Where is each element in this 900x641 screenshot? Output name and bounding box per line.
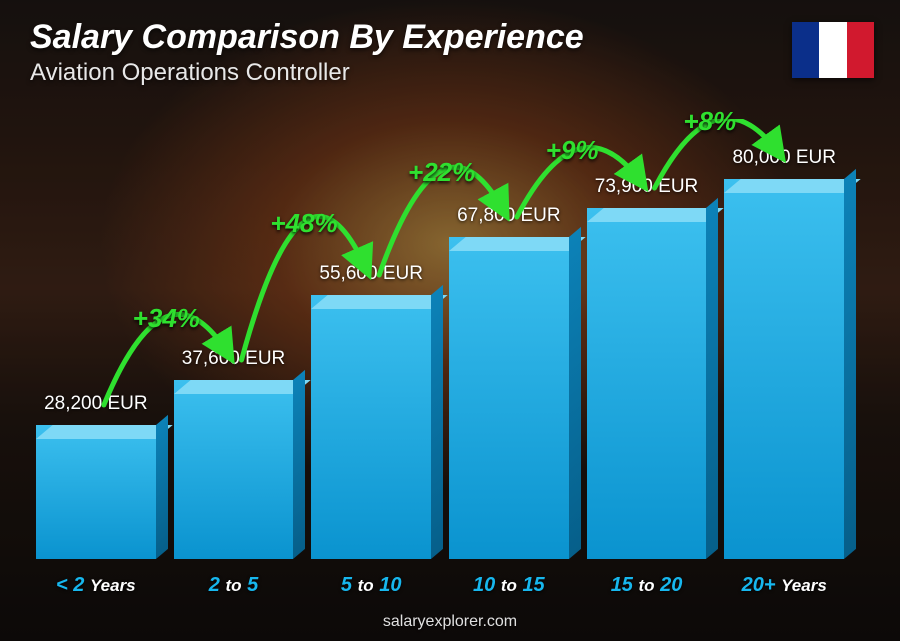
- bar-side-face: [706, 198, 718, 559]
- bar: [36, 425, 156, 559]
- bar-value-label: 28,200 EUR: [44, 393, 148, 415]
- bar-front-face: [724, 179, 844, 559]
- bar-side-face: [569, 227, 581, 559]
- x-axis: < 2 Years 2 to 5 5 to 10 10 to 15 15 to 20 20…: [30, 574, 850, 597]
- bar-value-label: 37,600 EUR: [182, 348, 286, 370]
- bar: [174, 380, 294, 559]
- title-main: Salary Comparison By Experience: [30, 18, 584, 57]
- bar-slot: 73,900 EUR: [587, 176, 707, 559]
- bar-value-label: 80,000 EUR: [732, 147, 836, 169]
- bar-top-face: [36, 425, 172, 439]
- bar-top-face: [449, 237, 585, 251]
- bar-slot: 37,600 EUR: [174, 348, 294, 559]
- bar: [724, 179, 844, 559]
- growth-pct-label: +48%: [270, 208, 337, 239]
- bar-slot: 80,000 EUR: [724, 147, 844, 559]
- bar-front-face: [174, 380, 294, 559]
- bar-value-label: 67,800 EUR: [457, 205, 561, 227]
- bar-value-label: 55,600 EUR: [319, 263, 423, 285]
- bar-value-label: 73,900 EUR: [595, 176, 699, 198]
- bar-front-face: [449, 237, 569, 559]
- bar-top-face: [724, 179, 860, 193]
- growth-pct-label: +22%: [408, 157, 475, 188]
- bar-front-face: [587, 208, 707, 559]
- bar-side-face: [293, 370, 305, 559]
- infographic-stage: Salary Comparison By Experience Aviation…: [0, 0, 900, 641]
- bar: [449, 237, 569, 559]
- bar: [587, 208, 707, 559]
- x-tick-label: 20+ Years: [724, 574, 844, 597]
- bar-slot: 55,600 EUR: [311, 263, 431, 559]
- bar-top-face: [174, 380, 310, 394]
- flag-red: [847, 22, 874, 78]
- x-tick-label: 10 to 15: [449, 574, 569, 597]
- growth-pct-label: +34%: [133, 303, 200, 334]
- flag-blue: [792, 22, 819, 78]
- x-tick-label: 15 to 20: [587, 574, 707, 597]
- bar-slot: 28,200 EUR: [36, 393, 156, 559]
- bar-top-face: [587, 208, 723, 222]
- growth-pct-label: +8%: [683, 106, 736, 137]
- bar-front-face: [36, 425, 156, 559]
- title-block: Salary Comparison By Experience Aviation…: [30, 18, 584, 87]
- footer-credit: salaryexplorer.com: [0, 613, 900, 631]
- bar-side-face: [156, 415, 168, 559]
- flag-white: [819, 22, 846, 78]
- bar-side-face: [431, 285, 443, 559]
- x-tick-label: 2 to 5: [174, 574, 294, 597]
- growth-pct-label: +9%: [546, 135, 599, 166]
- x-tick-label: < 2 Years: [36, 574, 156, 597]
- bar-front-face: [311, 295, 431, 559]
- x-tick-label: 5 to 10: [311, 574, 431, 597]
- france-flag: [792, 22, 874, 78]
- bar-slot: 67,800 EUR: [449, 205, 569, 559]
- bar-side-face: [844, 169, 856, 559]
- bar: [311, 295, 431, 559]
- title-sub: Aviation Operations Controller: [30, 59, 584, 87]
- bar-top-face: [311, 295, 447, 309]
